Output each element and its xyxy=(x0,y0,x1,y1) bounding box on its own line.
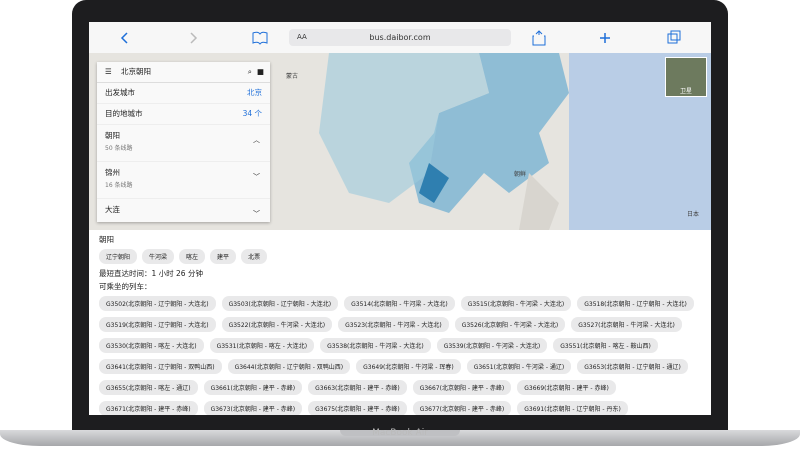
trains-label: 可乘坐的列车： xyxy=(99,282,152,291)
toolbar-icons xyxy=(120,30,681,46)
content: 朝阳 辽宁朝阳 牛河梁 喀左 建平 北票 最短直达时间：1 小时 26 分钟 可乘坐的列… xyxy=(89,230,711,415)
laptop-notch xyxy=(340,430,460,436)
city-name: 朝阳 xyxy=(99,235,114,244)
train-chip[interactable]: G3527(北京朝阳 - 牛河梁 - 大连北) xyxy=(571,317,682,332)
share-button[interactable] xyxy=(532,30,546,46)
map-label: 日本 xyxy=(687,211,700,218)
url: bus.daibor.com xyxy=(369,33,431,42)
train-list: G3502(北京朝阳 - 辽宁朝阳 - 大连北) G3503(北京朝阳 - 辽宁朝… xyxy=(99,296,701,415)
map-label: 朝鲜 xyxy=(514,171,527,178)
map-label: 蒙古 xyxy=(286,73,299,80)
train-chip[interactable]: G3538(北京朝阳 - 牛河梁 - 大连北) xyxy=(320,338,431,353)
laptop-base xyxy=(0,430,800,446)
train-chip[interactable]: G3651(北京朝阳 - 牛河梁 - 通辽) xyxy=(466,359,572,374)
forward-button[interactable] xyxy=(190,32,198,44)
train-chip[interactable]: G3523(北京朝阳 - 牛河梁 - 大连北) xyxy=(338,317,449,332)
train-chip[interactable]: G3526(北京朝阳 - 牛河梁 - 大连北) xyxy=(454,317,566,332)
city-name: 锦州 xyxy=(105,168,120,177)
text-size-button[interactable]: AA xyxy=(297,33,307,41)
back-button[interactable] xyxy=(120,32,128,44)
station-list: 辽宁朝阳 牛河梁 喀左 建平 北票 xyxy=(99,249,701,264)
city-routes: 50 条线路 xyxy=(105,145,133,152)
browser-toolbar: AA bus.daibor.com xyxy=(89,22,711,54)
menu-icon[interactable]: ☰ xyxy=(105,67,112,76)
city-item[interactable]: 大连 ﹀ xyxy=(97,199,270,222)
bookmarks-button[interactable] xyxy=(252,31,268,45)
train-chip[interactable]: G3522(北京朝阳 - 牛河梁 - 大连北) xyxy=(221,317,333,332)
map[interactable]: 卫星 ☰ 北京朝阳 ⌕ ■ 出发城市 北京目的地城市 34 个朝阳 50 条线路 ︿ 锦州… xyxy=(89,53,711,230)
train-chip[interactable]: G3655(北京朝阳 - 喀左 - 通辽) xyxy=(99,380,198,395)
chevron[interactable]: ﹀ xyxy=(253,173,260,181)
region-dark xyxy=(419,163,449,203)
train-chip[interactable]: G3673(北京朝阳 - 建平 - 赤峰) xyxy=(203,401,303,415)
train-chip[interactable]: G3502(北京朝阳 - 辽宁朝阳 - 大连北) xyxy=(99,296,216,311)
train-chip[interactable]: G3519(北京朝阳 - 辽宁朝阳 - 大连北) xyxy=(99,317,216,332)
city-item[interactable]: 朝阳 50 条线路 ︿ xyxy=(97,125,270,162)
train-chip[interactable]: G3667(北京朝阳 - 建平 - 赤峰) xyxy=(412,380,512,395)
sidebar: ☰ 北京朝阳 ⌕ ■ 出发城市 北京目的地城市 34 个朝阳 50 条线路 ︿ 锦州 16 … xyxy=(97,62,270,222)
satellite-button[interactable]: 卫星 xyxy=(665,57,707,97)
train-chip[interactable]: G3653(北京朝阳 - 辽宁朝阳 - 通辽) xyxy=(577,359,688,374)
train-chip[interactable]: G3515(北京朝阳 - 牛河梁 - 大连北) xyxy=(460,296,572,311)
train-chip[interactable]: G3551(北京朝阳 - 喀左 - 鞍山西) xyxy=(553,338,658,353)
row-label: 出发城市 xyxy=(105,88,135,97)
row-value: 34 个 xyxy=(242,109,262,118)
train-chip[interactable]: G3503(北京朝阳 - 辽宁朝阳 - 大连北) xyxy=(221,296,339,311)
station-chip[interactable]: 北票 xyxy=(241,249,268,264)
train-chip[interactable]: G3531(北京朝阳 - 喀左 - 大连北) xyxy=(209,338,315,353)
train-chip[interactable]: G3677(北京朝阳 - 建平 - 赤峰) xyxy=(412,401,512,415)
train-chip[interactable]: G3675(北京朝阳 - 建平 - 赤峰) xyxy=(308,401,407,415)
dice-icon[interactable]: ■ xyxy=(256,67,264,76)
search-icon[interactable]: ⌕ xyxy=(247,67,252,76)
station-chip[interactable]: 牛河梁 xyxy=(142,249,175,264)
train-chip[interactable]: G3663(北京朝阳 - 建平 - 赤峰) xyxy=(308,380,407,395)
tabs-button[interactable] xyxy=(667,33,678,44)
train-chip[interactable]: G3514(北京朝阳 - 牛河梁 - 大连北) xyxy=(344,296,455,311)
train-chip[interactable]: G3669(北京朝阳 - 建平 - 赤峰) xyxy=(517,380,616,395)
screen: AA bus.daibor.com 卫星 ☰ 北京朝阳 ⌕ ■ 出发城市 北京目 xyxy=(89,22,711,415)
address-bar[interactable]: AA bus.daibor.com xyxy=(289,29,511,46)
station-chip[interactable]: 辽宁朝阳 xyxy=(99,249,138,264)
city-item[interactable]: 锦州 16 条线路 ﹀ xyxy=(97,162,270,199)
train-chip[interactable]: G3530(北京朝阳 - 喀左 - 大连北) xyxy=(99,338,204,353)
train-chip[interactable]: G3641(北京朝阳 - 辽宁朝阳 - 双鸭山西) xyxy=(99,359,222,374)
sidebar-row[interactable]: 出发城市 北京 xyxy=(97,83,270,104)
station-chip[interactable]: 建平 xyxy=(210,249,237,264)
train-chip[interactable]: G3661(北京朝阳 - 建平 - 赤峰) xyxy=(203,380,303,395)
region-highlight xyxy=(319,53,489,203)
train-chip[interactable]: G3691(北京朝阳 - 辽宁朝阳 - 丹东) xyxy=(517,401,628,415)
chevron[interactable]: ︿ xyxy=(253,136,260,144)
train-chip[interactable]: G3539(北京朝阳 - 牛河梁 - 大连北) xyxy=(436,338,548,353)
sidebar-header: ☰ 北京朝阳 ⌕ ■ xyxy=(97,62,270,83)
train-chip[interactable]: G3518(北京朝阳 - 辽宁朝阳 - 大连北) xyxy=(577,296,694,311)
sidebar-row[interactable]: 目的地城市 34 个 xyxy=(97,104,270,125)
chevron[interactable]: ﹀ xyxy=(253,210,260,218)
train-chip[interactable]: G3649(北京朝阳 - 牛河梁 - 珲春) xyxy=(356,359,461,374)
shortest-time: 最短直达时间：1 小时 26 分钟 xyxy=(99,269,203,278)
land xyxy=(519,173,559,230)
city-routes: 16 条线路 xyxy=(105,182,133,189)
new-tab-button[interactable] xyxy=(600,33,610,43)
device-model: MacBook Air xyxy=(372,428,428,438)
train-chip[interactable]: G3671(北京朝阳 - 建平 - 赤峰) xyxy=(99,401,198,415)
sidebar-title: 北京朝阳 xyxy=(121,67,151,76)
tabs-button-back xyxy=(670,30,681,41)
row-value: 北京 xyxy=(247,88,262,97)
station-chip[interactable]: 喀左 xyxy=(179,249,206,264)
city-name: 朝阳 xyxy=(105,131,120,140)
row-label: 目的地城市 xyxy=(105,109,143,118)
train-chip[interactable]: G3644(北京朝阳 - 辽宁朝阳 - 双鸭山西) xyxy=(227,359,351,374)
city-name: 大连 xyxy=(105,205,120,214)
